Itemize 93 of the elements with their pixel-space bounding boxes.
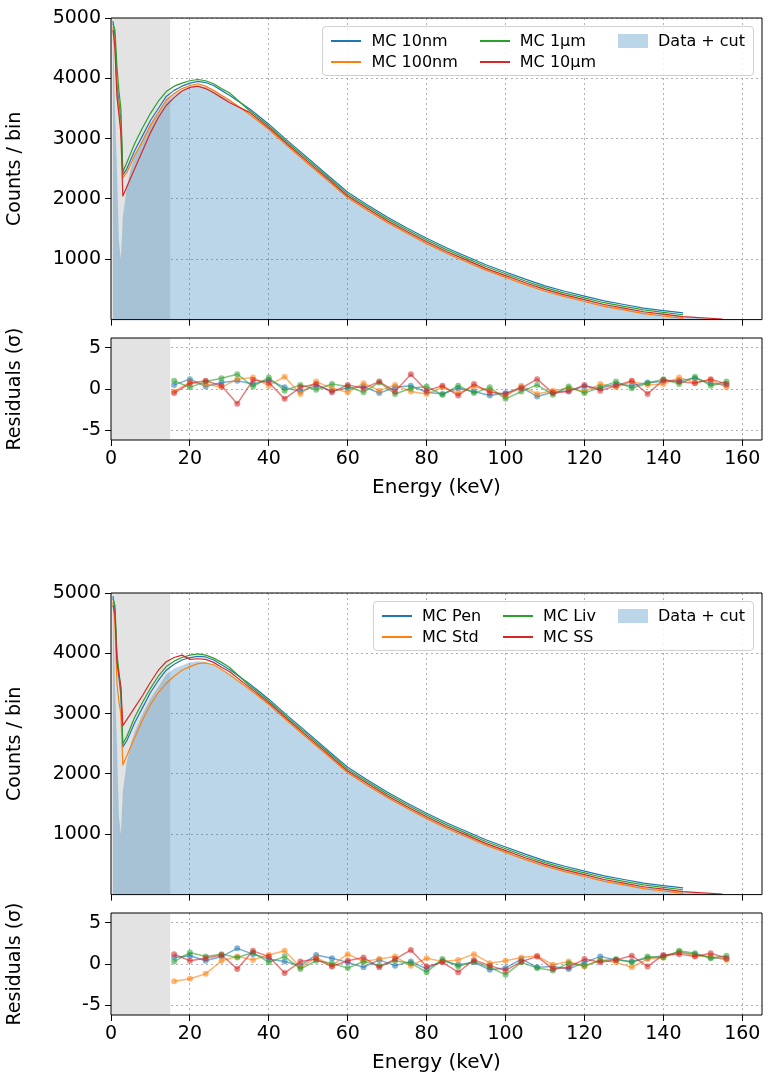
point	[628, 964, 635, 971]
x-tick-label: 120	[566, 446, 603, 469]
legend-label: MC Pen	[421, 606, 482, 625]
point	[202, 970, 209, 977]
legend-label: Data + cut	[658, 606, 745, 625]
point	[281, 970, 288, 977]
point	[470, 951, 477, 958]
point	[344, 965, 351, 972]
point	[171, 978, 178, 985]
legend-label: Data + cut	[658, 31, 745, 50]
y-tick-label: 5	[88, 334, 101, 357]
point	[234, 400, 241, 407]
point	[644, 963, 651, 970]
y-tick-label: 0	[88, 950, 101, 973]
point	[234, 945, 241, 952]
x-tick-label: 40	[256, 446, 281, 469]
y-axis-title: Counts / bin	[2, 686, 25, 801]
point	[344, 951, 351, 958]
x-tick-label: 20	[177, 446, 202, 469]
y-tick-label: 2000	[52, 760, 101, 783]
point	[423, 969, 430, 976]
point	[423, 955, 430, 962]
point	[344, 389, 351, 396]
point	[455, 956, 462, 963]
point	[218, 957, 225, 964]
point	[171, 377, 178, 384]
point	[407, 371, 414, 378]
point	[360, 954, 367, 961]
point	[281, 958, 288, 965]
y-tick-label: 0	[88, 375, 101, 398]
y-tick-label: 5000	[52, 579, 101, 602]
point	[218, 375, 225, 382]
x-tick-label: 100	[487, 446, 524, 469]
x-tick-label: 160	[724, 446, 761, 469]
point	[297, 958, 304, 965]
point	[234, 965, 241, 972]
y-tick-label: 1000	[52, 821, 101, 844]
legend-label: MC 1μm	[519, 31, 586, 50]
point	[628, 952, 635, 959]
point	[534, 381, 541, 388]
point	[281, 953, 288, 960]
point	[328, 955, 335, 962]
point	[234, 371, 241, 378]
x-axis-title: Energy (keV)	[372, 474, 501, 499]
x-tick-label: 0	[104, 1021, 118, 1044]
point	[186, 957, 193, 964]
x-tick-label: 80	[414, 1021, 439, 1044]
y-tick-label: 1000	[52, 246, 101, 269]
legend-label: MC Std	[421, 627, 479, 646]
x-tick-label: 60	[335, 1021, 360, 1044]
x-tick-label: 80	[414, 446, 439, 469]
point	[281, 947, 288, 954]
y-axis-title: Residuals (σ)	[2, 902, 25, 1026]
y-tick-label: -5	[82, 417, 101, 440]
x-tick-label: 40	[256, 1021, 281, 1044]
legend-label: MC 100nm	[371, 52, 458, 71]
y-tick-label: -5	[82, 992, 101, 1015]
legend-label: MC 10nm	[371, 31, 448, 50]
x-tick-label: 100	[487, 1021, 524, 1044]
y-tick-label: 2000	[52, 185, 101, 208]
point	[392, 962, 399, 969]
y-axis-title: Counts / bin	[2, 111, 25, 226]
legend-label: MC Liv	[543, 606, 596, 625]
x-tick-label: 20	[177, 1021, 202, 1044]
y-tick-label: 4000	[52, 65, 101, 88]
point	[250, 956, 257, 963]
point	[644, 390, 651, 397]
y-tick-label: 3000	[52, 125, 101, 148]
y-tick-label: 5	[88, 909, 101, 932]
point	[407, 947, 414, 954]
legend-label: MC 10μm	[519, 52, 596, 71]
point	[360, 964, 367, 971]
y-tick-label: 3000	[52, 700, 101, 723]
x-axis-title: Energy (keV)	[372, 1049, 501, 1074]
point	[281, 395, 288, 402]
point	[186, 975, 193, 982]
point	[502, 957, 509, 964]
point	[171, 958, 178, 965]
x-tick-label: 120	[566, 1021, 603, 1044]
x-tick-label: 160	[724, 1021, 761, 1044]
point	[534, 376, 541, 383]
point	[313, 386, 320, 393]
point	[281, 373, 288, 380]
x-tick-label: 60	[335, 446, 360, 469]
point	[328, 381, 335, 388]
point	[455, 969, 462, 976]
x-tick-label: 0	[104, 446, 118, 469]
legend-label: MC SS	[543, 627, 594, 646]
y-axis-title: Residuals (σ)	[2, 327, 25, 451]
y-tick-label: 4000	[52, 640, 101, 663]
x-tick-label: 140	[645, 1021, 682, 1044]
y-tick-label: 5000	[52, 4, 101, 27]
x-tick-label: 140	[645, 446, 682, 469]
